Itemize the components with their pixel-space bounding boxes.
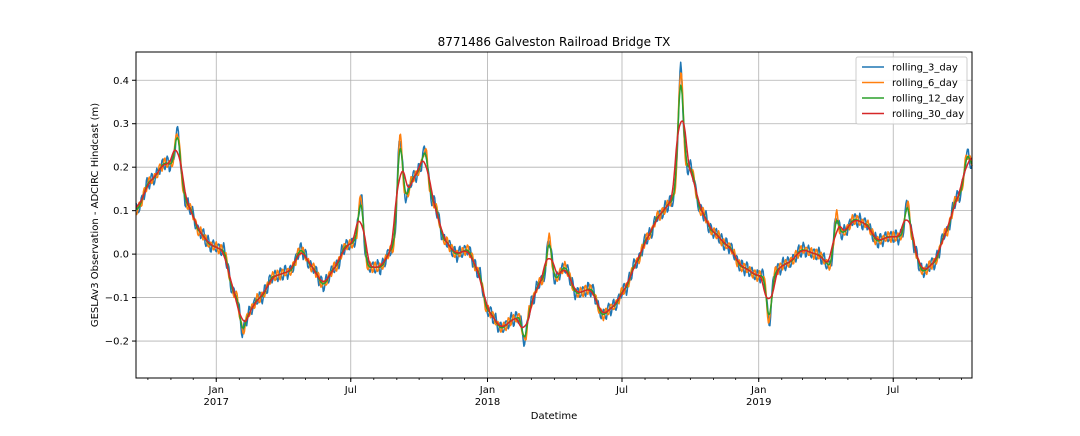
x-tick-label: Jan xyxy=(208,385,224,396)
series-line-rolling-3-day xyxy=(135,61,973,347)
y-axis-label: GESLAv3 Observation - ADCIRC Hindcast (m… xyxy=(90,103,101,327)
legend-label-rolling-12-day: rolling_12_day xyxy=(892,94,964,105)
series-line-rolling-30-day xyxy=(135,120,973,329)
y-tick-label: 0.0 xyxy=(113,250,129,261)
x-tick-label: Jan xyxy=(750,385,766,396)
x-tick-year-label: 2017 xyxy=(204,397,229,408)
legend-box xyxy=(855,56,968,125)
x-tick-label: Jul xyxy=(886,385,899,396)
y-tick-label: 0.1 xyxy=(113,206,129,217)
grid-layer xyxy=(136,52,972,378)
x-tick-year-label: 2018 xyxy=(475,397,500,408)
y-tick-label: −0.2 xyxy=(105,337,129,348)
x-tick-year-label: 2019 xyxy=(746,397,771,408)
x-axis-label: Datetime xyxy=(531,411,578,422)
series-layer xyxy=(135,61,973,347)
y-tick-label: −0.1 xyxy=(105,293,129,304)
y-tick-label: 0.4 xyxy=(113,76,129,87)
y-tick-label: 0.2 xyxy=(113,163,129,174)
y-axis-ticks: −0.2 −0.1 0.0 0.1 0.2 0.3 0.4 xyxy=(105,76,136,348)
legend-label-rolling-6-day: rolling_6_day xyxy=(892,78,958,89)
plot-frame xyxy=(135,51,973,379)
legend: rolling_3_day rolling_6_day rolling_12_day… xyxy=(855,56,968,125)
legend-label-rolling-30-day: rolling_30_day xyxy=(892,109,964,120)
x-tick-label: Jan xyxy=(479,385,495,396)
y-tick-label: 0.3 xyxy=(113,119,129,130)
chart-title: 8771486 Galveston Railroad Bridge TX xyxy=(438,35,671,49)
x-tick-label: Jul xyxy=(615,385,628,396)
legend-label-rolling-3-day: rolling_3_day xyxy=(892,63,958,74)
x-tick-label: Jul xyxy=(344,385,357,396)
